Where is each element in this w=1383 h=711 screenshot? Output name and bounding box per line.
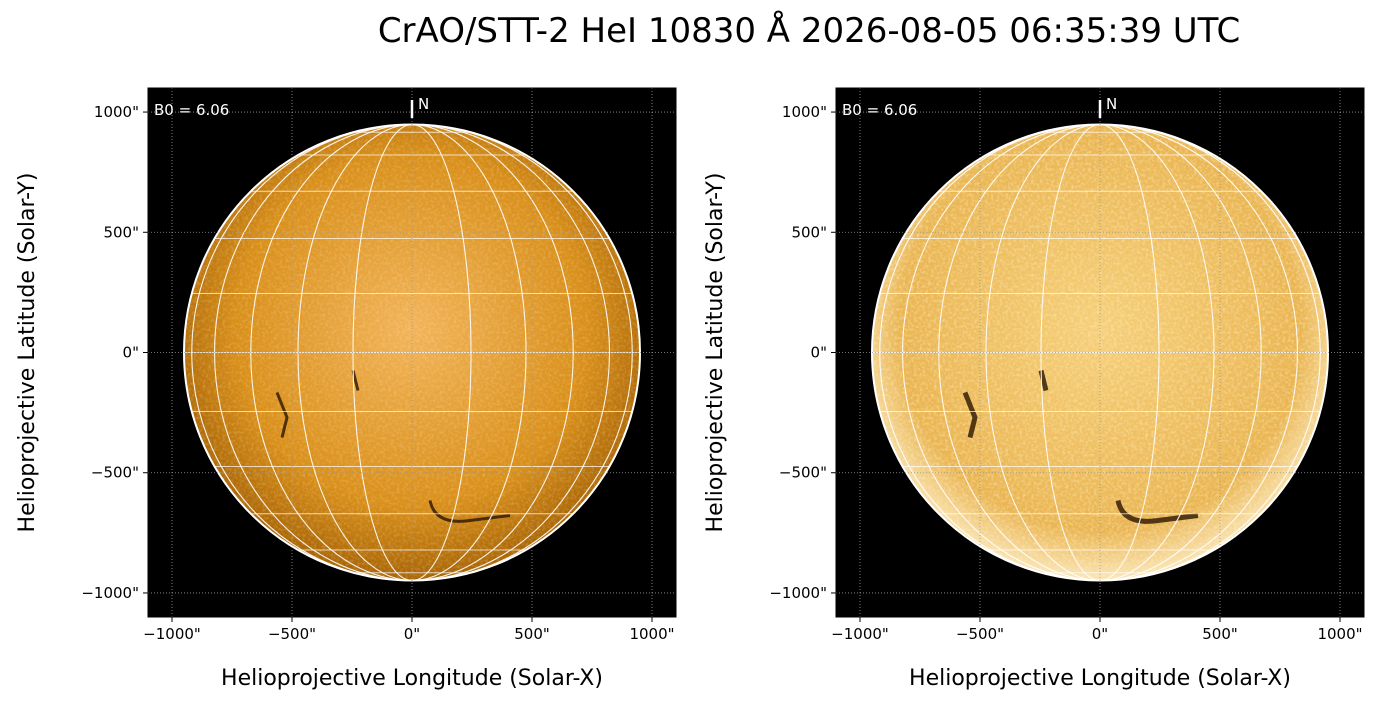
x-tick-label: 500" xyxy=(1202,625,1238,643)
x-tick-label: 500" xyxy=(514,625,550,643)
y-tick-label: −1000" xyxy=(81,584,139,602)
x-tick-label: −1000" xyxy=(143,625,201,643)
annotation: B0 = 6.06 xyxy=(842,101,917,119)
filament xyxy=(1115,499,1199,524)
filament xyxy=(1038,369,1049,392)
x-tick-label: −1000" xyxy=(831,625,889,643)
x-tick-label: 0" xyxy=(1092,625,1108,643)
y-tick-label: −500" xyxy=(91,464,139,482)
y-tick-label: 500" xyxy=(103,223,139,241)
north-label: N xyxy=(418,95,429,113)
y-tick-label: 0" xyxy=(123,344,139,362)
y-tick-label: 1000" xyxy=(94,103,139,121)
x-tick-label: 0" xyxy=(404,625,420,643)
y-tick-label: −500" xyxy=(779,464,827,482)
filament xyxy=(275,391,289,438)
plot-frame xyxy=(835,87,1365,618)
x-tick-label: 1000" xyxy=(629,625,674,643)
north-label: N xyxy=(1106,95,1117,113)
filament xyxy=(962,391,978,439)
filament xyxy=(428,500,511,523)
x-tick-label: 1000" xyxy=(1317,625,1362,643)
x-tick-label: −500" xyxy=(956,625,1004,643)
figure-title: CrAO/STT-2 HeI 10830 Å 2026-08-05 06:35:… xyxy=(378,10,1240,51)
y-axis-label: Helioprojective Latitude (Solar-Y) xyxy=(703,173,728,533)
x-tick-label: −500" xyxy=(268,625,316,643)
plot-frame xyxy=(147,87,677,618)
x-axis-label: Helioprojective Longitude (Solar-X) xyxy=(221,666,603,691)
y-tick-label: 0" xyxy=(811,344,827,362)
x-axis-label: Helioprojective Longitude (Solar-X) xyxy=(909,666,1291,691)
y-axis-label: Helioprojective Latitude (Solar-Y) xyxy=(15,173,40,533)
annotation: B0 = 6.06 xyxy=(154,101,229,119)
y-tick-label: 500" xyxy=(791,223,827,241)
filament xyxy=(351,370,360,391)
y-tick-label: 1000" xyxy=(782,103,827,121)
y-tick-label: −1000" xyxy=(769,584,827,602)
